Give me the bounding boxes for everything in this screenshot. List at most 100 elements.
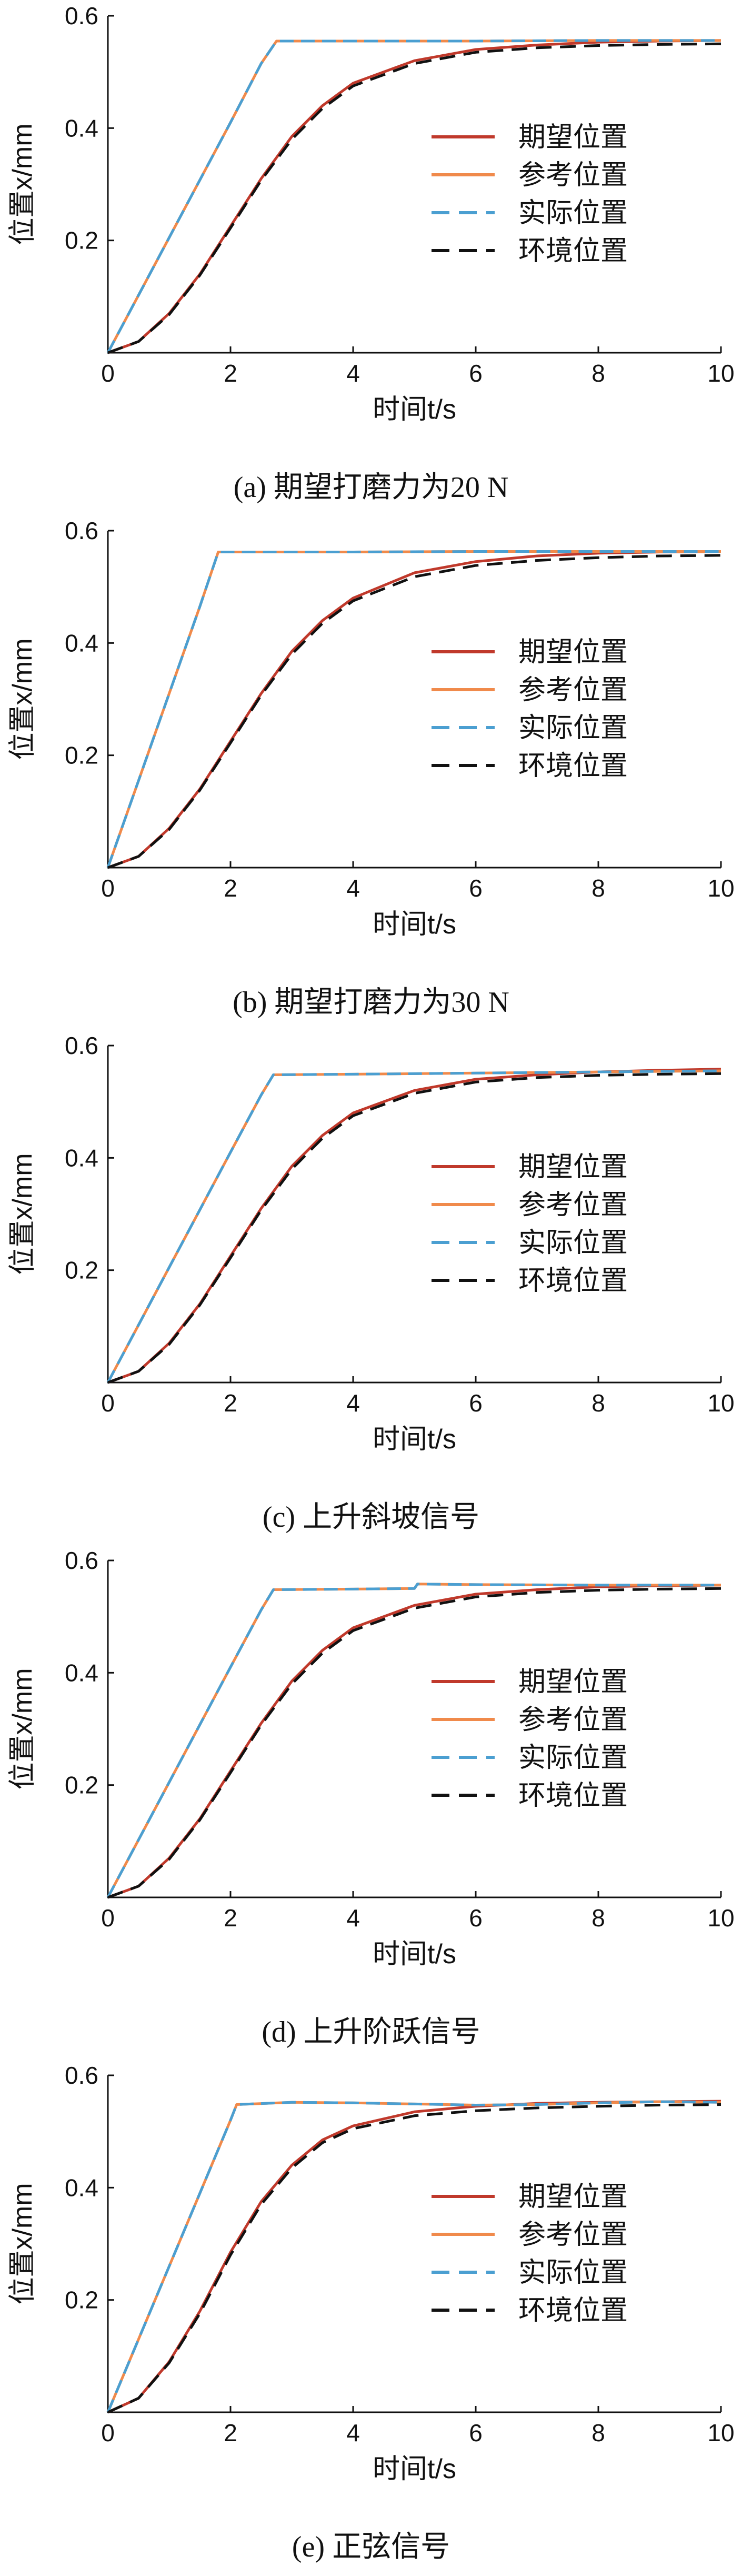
legend-label: 参考位置 <box>518 2219 628 2251</box>
axes-frame <box>107 531 721 869</box>
y-tick-label: 0.2 <box>65 742 98 769</box>
x-tick-label: 6 <box>469 874 483 902</box>
legend-label: 参考位置 <box>518 1704 628 1736</box>
y-axis-label: 位置x/mm <box>7 2183 38 2304</box>
x-tick-label: 4 <box>346 360 360 387</box>
series-line-2 <box>106 2100 721 2413</box>
legend-label: 环境位置 <box>518 750 628 782</box>
series-line-3 <box>107 2103 721 2414</box>
y-tick-label: 0.6 <box>65 2 98 29</box>
axes-frame <box>107 1560 721 1898</box>
x-tick-label: 4 <box>346 2419 360 2446</box>
series-line-0 <box>107 1068 721 1384</box>
series-line-0 <box>107 1584 721 1899</box>
x-tick-label: 0 <box>101 874 115 902</box>
y-tick-label: 0.4 <box>65 1144 98 1171</box>
x-tick-label: 10 <box>707 1389 734 1417</box>
x-tick-label: 10 <box>707 2419 734 2446</box>
chart-svg-0: 0 2 4 6 8 10 0.2 0.4 0.6 时间t/s 位置x/mm 期望位置参考位置实际位置环… <box>7 2 735 425</box>
series-line-2 <box>106 1583 721 1898</box>
legend-label: 实际位置 <box>518 1742 628 1774</box>
x-tick-label: 6 <box>469 1904 483 1932</box>
panel-caption: (a) 期望打磨力为20 N <box>233 471 509 504</box>
chart-svg-1: 0 2 4 6 8 10 0.2 0.4 0.6 时间t/s 位置x/mm 期望位置参考位置实际位置环… <box>7 517 735 940</box>
y-tick-label: 0.6 <box>65 1547 98 1574</box>
x-tick-label: 2 <box>224 874 237 902</box>
series-line-1 <box>106 1069 721 1384</box>
y-tick-label: 0.4 <box>65 114 98 142</box>
chart-panel-3: 0 2 4 6 8 10 0.2 0.4 0.6 时间t/s 位置x/mm 期望位置 参考位置 实际位置环… <box>0 1545 742 2060</box>
x-tick-label: 10 <box>707 1904 734 1932</box>
series-line-2 <box>106 1069 721 1384</box>
y-tick-label: 0.4 <box>65 629 98 657</box>
y-axis-label: 位置x/mm <box>7 638 38 760</box>
axes-frame <box>107 1046 721 1384</box>
y-tick-label: 0.4 <box>65 1659 98 1686</box>
panel-caption: (b) 期望打磨力为30 N <box>233 986 509 1019</box>
x-tick-label: 8 <box>591 874 605 902</box>
legend-label: 参考位置 <box>518 160 628 191</box>
y-tick-label: 0.2 <box>65 1257 98 1284</box>
y-tick-label: 0.2 <box>65 2286 98 2314</box>
x-tick-label: 4 <box>346 1904 360 1932</box>
x-tick-label: 0 <box>101 1389 115 1417</box>
series-line-3 <box>107 554 721 869</box>
x-tick-label: 10 <box>707 874 734 902</box>
legend-label: 实际位置 <box>518 197 628 229</box>
axes-frame <box>107 2075 721 2413</box>
x-tick-label: 8 <box>591 2419 605 2446</box>
legend-label: 实际位置 <box>518 2257 628 2289</box>
x-tick-label: 10 <box>707 360 734 387</box>
series-line-1 <box>106 2100 721 2413</box>
y-tick-label: 0.6 <box>65 2062 98 2089</box>
series-line-1 <box>106 39 721 354</box>
series-line-1 <box>106 1583 721 1898</box>
x-tick-label: 2 <box>224 1389 237 1417</box>
legend-label: 期望位置 <box>518 2181 628 2213</box>
chart-svg-4: 0 2 4 6 8 10 0.2 0.4 0.6 时间t/s 位置x/mm 期望位置参考位置实际位置环… <box>7 2062 735 2484</box>
x-tick-label: 0 <box>101 2419 115 2446</box>
legend-label: 环境位置 <box>518 2295 628 2326</box>
legend-label: 实际位置 <box>518 1227 628 1259</box>
y-axis-label: 位置x/mm <box>7 1668 38 1789</box>
legend-label: 参考位置 <box>518 674 628 706</box>
x-tick-label: 2 <box>224 360 237 387</box>
x-tick-label: 2 <box>224 2419 237 2446</box>
x-tick-label: 0 <box>101 1904 115 1932</box>
y-axis-label: 位置x/mm <box>7 123 38 245</box>
y-tick-label: 0.4 <box>65 2174 98 2201</box>
y-tick-label: 0.2 <box>65 227 98 254</box>
x-axis-label: 时间t/s <box>373 1424 456 1455</box>
x-tick-label: 4 <box>346 1389 360 1417</box>
y-tick-label: 0.2 <box>65 1772 98 1799</box>
x-tick-label: 0 <box>101 360 115 387</box>
series-line-1 <box>106 550 721 868</box>
legend-label: 期望位置 <box>518 122 628 153</box>
y-axis-label: 位置x/mm <box>7 1153 38 1275</box>
chart-svg-2: 0 2 4 6 8 10 0.2 0.4 0.6 时间t/s 位置x/mm 期望位置参考位置实际位置环… <box>7 1032 735 1455</box>
legend-label: 期望位置 <box>518 1151 628 1183</box>
x-axis-label: 时间t/s <box>373 2454 456 2484</box>
x-axis-label: 时间t/s <box>373 909 456 940</box>
legend-label: 环境位置 <box>518 235 628 267</box>
legend-label: 参考位置 <box>518 1189 628 1221</box>
chart-panel-1: 0 2 4 6 8 10 0.2 0.4 0.6 时间t/s 位置x/mm 期望位置 参考位置 实际位置环… <box>0 515 742 1030</box>
legend-label: 实际位置 <box>518 712 628 744</box>
x-tick-label: 6 <box>469 1389 483 1417</box>
series-line-3 <box>107 1072 721 1384</box>
chart-panel-0: 0 2 4 6 8 10 0.2 0.4 0.6 时间t/s 位置x/mm 期望位置 参考位置 实际位置环… <box>0 0 742 515</box>
x-tick-label: 8 <box>591 360 605 387</box>
y-tick-label: 0.6 <box>65 517 98 544</box>
x-axis-label: 时间t/s <box>373 1939 456 1970</box>
legend-label: 环境位置 <box>518 1265 628 1297</box>
x-axis-label: 时间t/s <box>373 394 456 425</box>
x-tick-label: 8 <box>591 1389 605 1417</box>
x-tick-label: 6 <box>469 2419 483 2446</box>
series-line-0 <box>107 2100 721 2414</box>
chart-panel-4: 0 2 4 6 8 10 0.2 0.4 0.6 时间t/s 位置x/mm 期望位置参考位置实际位置环… <box>0 2060 742 2574</box>
legend-label: 环境位置 <box>518 1780 628 1812</box>
series-line-2 <box>106 550 721 868</box>
x-tick-label: 4 <box>346 874 360 902</box>
axes-frame <box>107 16 721 354</box>
